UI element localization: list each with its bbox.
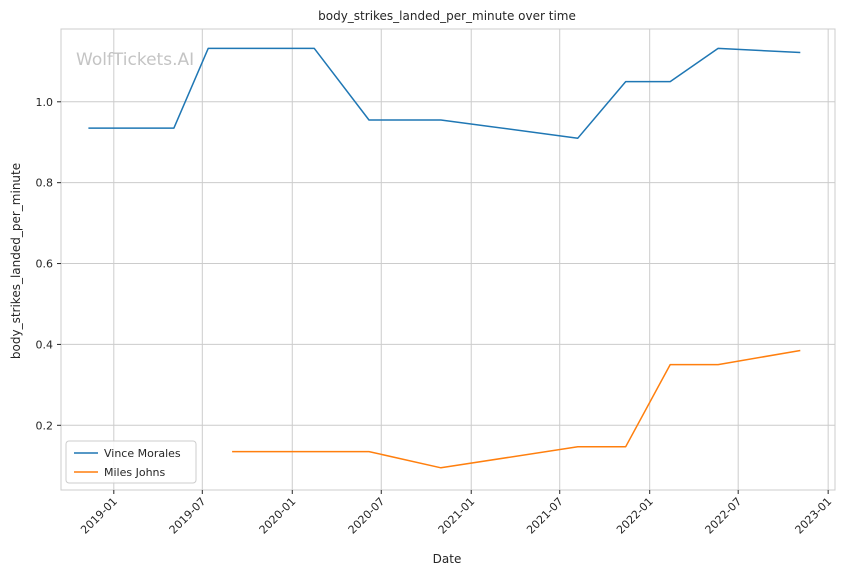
legend-box — [65, 440, 197, 484]
legend: Vince Morales Miles Johns — [65, 440, 197, 484]
chart-title: body_strikes_landed_per_minute over time — [318, 9, 576, 23]
x-tick-label: 2019-07 — [167, 495, 209, 537]
legend-label: Miles Johns — [104, 466, 166, 479]
x-axis-ticks: 2019-01 2019-07 2020-01 2020-07 2021-01 2021-… — [78, 490, 834, 537]
series-layer — [88, 47, 801, 469]
x-tick-label: 2022-01 — [614, 495, 656, 537]
x-tick-label: 2019-01 — [78, 495, 120, 537]
y-tick-label: 0.6 — [36, 258, 54, 271]
series-line-0 — [88, 47, 801, 139]
y-tick-label: 0.4 — [36, 338, 54, 351]
x-tick-label: 2020-07 — [346, 495, 388, 537]
y-tick-label: 0.8 — [36, 177, 54, 190]
plot-area — [60, 28, 836, 491]
y-axis-ticks: 0.2 0.4 0.6 0.8 1.0 — [36, 96, 61, 432]
y-tick-label: 1.0 — [36, 96, 54, 109]
y-tick-label: 0.2 — [36, 419, 54, 432]
x-tick-label: 2022-07 — [703, 495, 745, 537]
x-tick-label: 2021-01 — [436, 495, 478, 537]
grid-lines — [61, 29, 835, 490]
x-axis-title: Date — [433, 552, 462, 566]
x-tick-label: 2021-07 — [524, 495, 566, 537]
x-tick-label: 2020-01 — [257, 495, 299, 537]
watermark-text: WolfTickets.AI — [76, 50, 194, 70]
legend-label: Vince Morales — [104, 447, 181, 460]
y-axis-title: body_strikes_landed_per_minute — [9, 163, 23, 359]
x-tick-label: 2023-01 — [793, 495, 835, 537]
series-line-1 — [232, 349, 801, 469]
